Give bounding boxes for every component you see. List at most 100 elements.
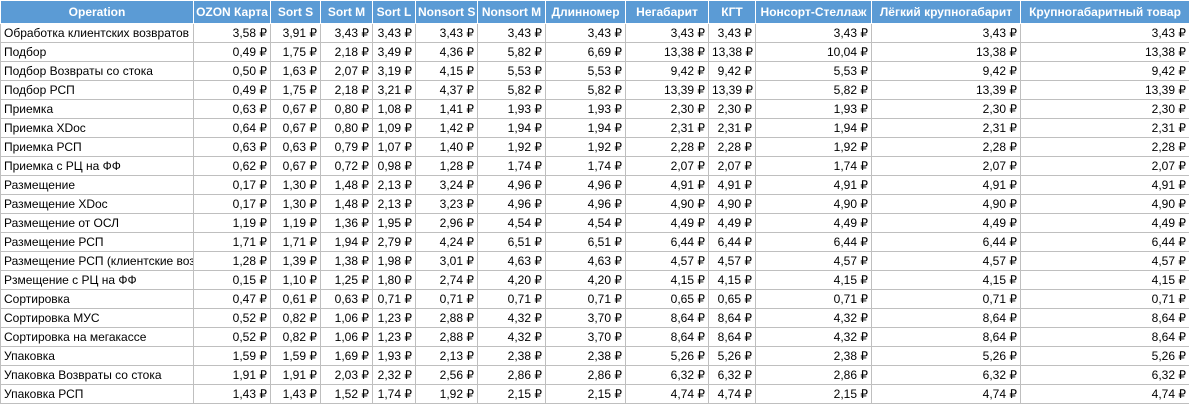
operation-cell[interactable]: Приемка: [1, 100, 194, 119]
price-cell[interactable]: 1,94 ₽: [756, 119, 872, 138]
price-cell[interactable]: 2,96 ₽: [416, 214, 478, 233]
price-cell[interactable]: 0,71 ₽: [373, 290, 416, 309]
price-cell[interactable]: 8,64 ₽: [872, 309, 1021, 328]
price-cell[interactable]: 6,44 ₽: [872, 233, 1021, 252]
price-cell[interactable]: 1,71 ₽: [271, 233, 321, 252]
price-cell[interactable]: 2,31 ₽: [872, 119, 1021, 138]
price-cell[interactable]: 1,80 ₽: [373, 271, 416, 290]
price-cell[interactable]: 6,32 ₽: [626, 366, 709, 385]
price-cell[interactable]: 1,94 ₽: [321, 233, 373, 252]
price-cell[interactable]: 1,74 ₽: [756, 157, 872, 176]
price-cell[interactable]: 2,15 ₽: [478, 385, 546, 404]
price-cell[interactable]: 1,71 ₽: [194, 233, 271, 252]
operation-cell[interactable]: Сортировка на мегакассе: [1, 328, 194, 347]
price-cell[interactable]: 2,28 ₽: [872, 138, 1021, 157]
price-cell[interactable]: 0,47 ₽: [194, 290, 271, 309]
column-header[interactable]: Крупногабаритный товар: [1021, 1, 1189, 24]
price-cell[interactable]: 1,93 ₽: [546, 100, 626, 119]
price-cell[interactable]: 4,91 ₽: [1021, 176, 1189, 195]
price-cell[interactable]: 1,43 ₽: [194, 385, 271, 404]
price-cell[interactable]: 0,65 ₽: [626, 290, 709, 309]
price-cell[interactable]: 0,65 ₽: [709, 290, 756, 309]
column-header[interactable]: Nonsort M: [478, 1, 546, 24]
price-cell[interactable]: 2,38 ₽: [756, 347, 872, 366]
price-cell[interactable]: 6,51 ₽: [478, 233, 546, 252]
price-cell[interactable]: 5,53 ₽: [546, 62, 626, 81]
price-cell[interactable]: 4,15 ₽: [756, 271, 872, 290]
price-cell[interactable]: 0,52 ₽: [194, 328, 271, 347]
price-cell[interactable]: 3,43 ₽: [1021, 24, 1189, 43]
column-header[interactable]: Длинномер: [546, 1, 626, 24]
price-cell[interactable]: 5,82 ₽: [546, 81, 626, 100]
operation-cell[interactable]: Подбор РСП: [1, 81, 194, 100]
price-cell[interactable]: 1,40 ₽: [416, 138, 478, 157]
price-cell[interactable]: 2,79 ₽: [373, 233, 416, 252]
price-cell[interactable]: 4,20 ₽: [546, 271, 626, 290]
column-header[interactable]: КГТ: [709, 1, 756, 24]
price-cell[interactable]: 6,44 ₽: [756, 233, 872, 252]
price-cell[interactable]: 5,53 ₽: [756, 62, 872, 81]
price-cell[interactable]: 4,96 ₽: [546, 195, 626, 214]
price-cell[interactable]: 13,39 ₽: [1021, 81, 1189, 100]
price-cell[interactable]: 2,15 ₽: [546, 385, 626, 404]
price-cell[interactable]: 4,57 ₽: [756, 252, 872, 271]
price-cell[interactable]: 3,43 ₽: [416, 24, 478, 43]
price-cell[interactable]: 3,70 ₽: [546, 328, 626, 347]
price-cell[interactable]: 0,71 ₽: [872, 290, 1021, 309]
price-cell[interactable]: 4,74 ₽: [1021, 385, 1189, 404]
price-cell[interactable]: 1,92 ₽: [478, 138, 546, 157]
price-cell[interactable]: 6,32 ₽: [1021, 366, 1189, 385]
price-cell[interactable]: 0,49 ₽: [194, 81, 271, 100]
price-cell[interactable]: 4,32 ₽: [756, 309, 872, 328]
operation-cell[interactable]: Приемка XDoc: [1, 119, 194, 138]
price-cell[interactable]: 1,69 ₽: [321, 347, 373, 366]
price-cell[interactable]: 2,28 ₽: [1021, 138, 1189, 157]
price-cell[interactable]: 0,79 ₽: [321, 138, 373, 157]
price-cell[interactable]: 4,74 ₽: [709, 385, 756, 404]
price-cell[interactable]: 4,20 ₽: [478, 271, 546, 290]
price-cell[interactable]: 1,39 ₽: [271, 252, 321, 271]
price-cell[interactable]: 4,15 ₽: [709, 271, 756, 290]
price-cell[interactable]: 5,82 ₽: [756, 81, 872, 100]
price-cell[interactable]: 1,52 ₽: [321, 385, 373, 404]
price-cell[interactable]: 3,21 ₽: [373, 81, 416, 100]
price-cell[interactable]: 6,69 ₽: [546, 43, 626, 62]
price-cell[interactable]: 2,07 ₽: [626, 157, 709, 176]
price-cell[interactable]: 2,13 ₽: [373, 176, 416, 195]
price-cell[interactable]: 2,86 ₽: [546, 366, 626, 385]
operation-cell[interactable]: Обработка клиентских возвратов: [1, 24, 194, 43]
price-cell[interactable]: 1,43 ₽: [271, 385, 321, 404]
operation-cell[interactable]: Приемка РСП: [1, 138, 194, 157]
price-cell[interactable]: 0,71 ₽: [756, 290, 872, 309]
price-cell[interactable]: 5,26 ₽: [1021, 347, 1189, 366]
price-cell[interactable]: 1,75 ₽: [271, 81, 321, 100]
price-cell[interactable]: 0,71 ₽: [478, 290, 546, 309]
price-cell[interactable]: 2,13 ₽: [416, 347, 478, 366]
price-cell[interactable]: 2,07 ₽: [872, 157, 1021, 176]
price-cell[interactable]: 4,49 ₽: [872, 214, 1021, 233]
price-cell[interactable]: 0,52 ₽: [194, 309, 271, 328]
price-cell[interactable]: 0,67 ₽: [271, 100, 321, 119]
price-cell[interactable]: 3,19 ₽: [373, 62, 416, 81]
operation-cell[interactable]: Упаковка РСП: [1, 385, 194, 404]
column-header[interactable]: Sort L: [373, 1, 416, 24]
price-cell[interactable]: 5,26 ₽: [872, 347, 1021, 366]
price-cell[interactable]: 5,26 ₽: [626, 347, 709, 366]
price-cell[interactable]: 0,80 ₽: [321, 119, 373, 138]
price-cell[interactable]: 2,18 ₽: [321, 81, 373, 100]
price-cell[interactable]: 2,28 ₽: [626, 138, 709, 157]
column-header[interactable]: OZON Карта: [194, 1, 271, 24]
price-cell[interactable]: 4,91 ₽: [709, 176, 756, 195]
price-cell[interactable]: 2,30 ₽: [1021, 100, 1189, 119]
price-cell[interactable]: 1,92 ₽: [756, 138, 872, 157]
price-cell[interactable]: 3,49 ₽: [373, 43, 416, 62]
price-cell[interactable]: 13,39 ₽: [626, 81, 709, 100]
price-cell[interactable]: 1,36 ₽: [321, 214, 373, 233]
price-cell[interactable]: 1,74 ₽: [546, 157, 626, 176]
operation-cell[interactable]: Подбор: [1, 43, 194, 62]
price-cell[interactable]: 1,19 ₽: [194, 214, 271, 233]
price-cell[interactable]: 1,92 ₽: [416, 385, 478, 404]
price-cell[interactable]: 4,57 ₽: [626, 252, 709, 271]
operation-cell[interactable]: Подбор Возвраты со стока: [1, 62, 194, 81]
operation-cell[interactable]: Размещение: [1, 176, 194, 195]
